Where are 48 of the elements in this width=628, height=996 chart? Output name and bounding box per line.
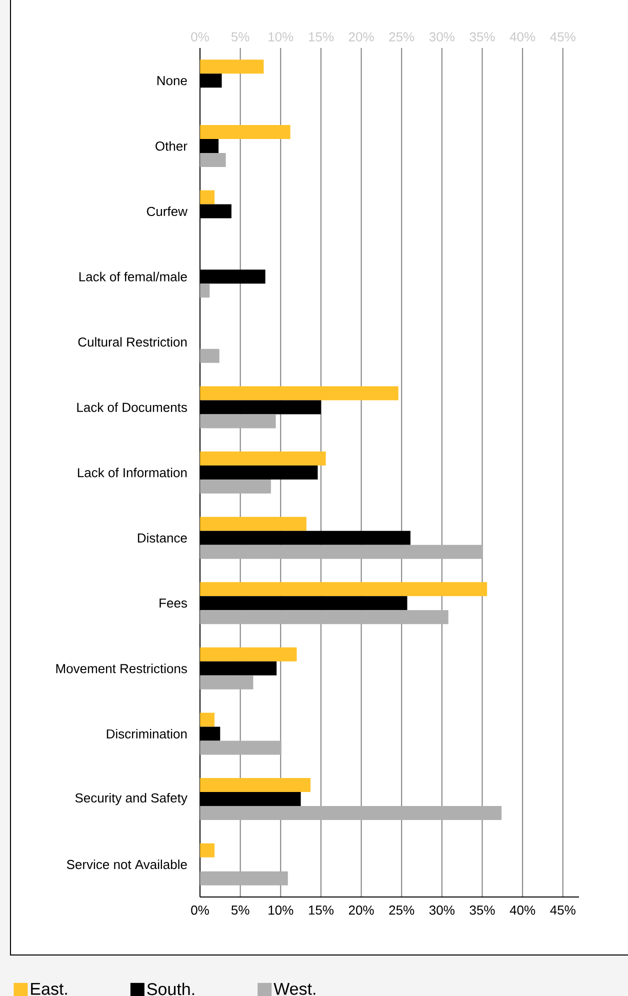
x2-tick-label: 15% (308, 906, 334, 915)
bar (200, 284, 210, 298)
x2-tick-label: 45% (550, 906, 576, 915)
bar (200, 740, 282, 755)
bar (200, 610, 448, 624)
y-tick-label: Lack of Information (78, 468, 187, 478)
bar (200, 516, 306, 531)
y-tick-label: Curfew (146, 206, 188, 216)
bar (200, 806, 502, 820)
bar (200, 480, 271, 494)
y-tick-label: Security and Safety (75, 792, 188, 806)
x2-tick-label: 35% (470, 906, 495, 915)
bar (200, 778, 310, 792)
legend-label: West. (274, 983, 316, 995)
bar (200, 843, 215, 858)
bar (200, 871, 288, 886)
bar (200, 348, 220, 363)
x2-tick-label: 30% (429, 906, 454, 915)
x2-tick-label: 25% (389, 906, 414, 915)
bar (200, 152, 226, 167)
bar (200, 712, 215, 727)
y-tick-label: Movement Restrictions (56, 664, 187, 674)
bar (200, 414, 276, 428)
bar (200, 452, 326, 466)
y-tick-label: Distance (138, 533, 187, 543)
y-tick-label: Discrimination (106, 728, 187, 739)
bar (200, 647, 297, 662)
y-tick-label: Service not Available (66, 860, 187, 870)
bar (200, 582, 488, 596)
y-tick-label: Lack of femal/male (79, 272, 187, 282)
bar (200, 124, 290, 139)
bar (200, 190, 215, 204)
legend-label: South. (147, 982, 194, 996)
bar (200, 60, 264, 74)
x2-tick-label: 5% (231, 906, 250, 915)
x2-tick-label: 20% (348, 906, 374, 915)
y-tick-label: Lack of Documents (77, 402, 187, 412)
y-tick-label: Fees (160, 598, 187, 608)
y-tick-label: Cultural Restriction (78, 337, 187, 347)
bar (200, 675, 254, 690)
x2-tick-label: 0% (191, 906, 209, 915)
y-tick-label: None (157, 76, 187, 86)
bar (200, 544, 484, 559)
x2-tick-label: 10% (268, 906, 294, 915)
x2-tick-label: 40% (510, 906, 536, 915)
bar (200, 386, 398, 400)
y-tick-label: Other (156, 141, 188, 151)
legend-label: East. (31, 983, 67, 995)
